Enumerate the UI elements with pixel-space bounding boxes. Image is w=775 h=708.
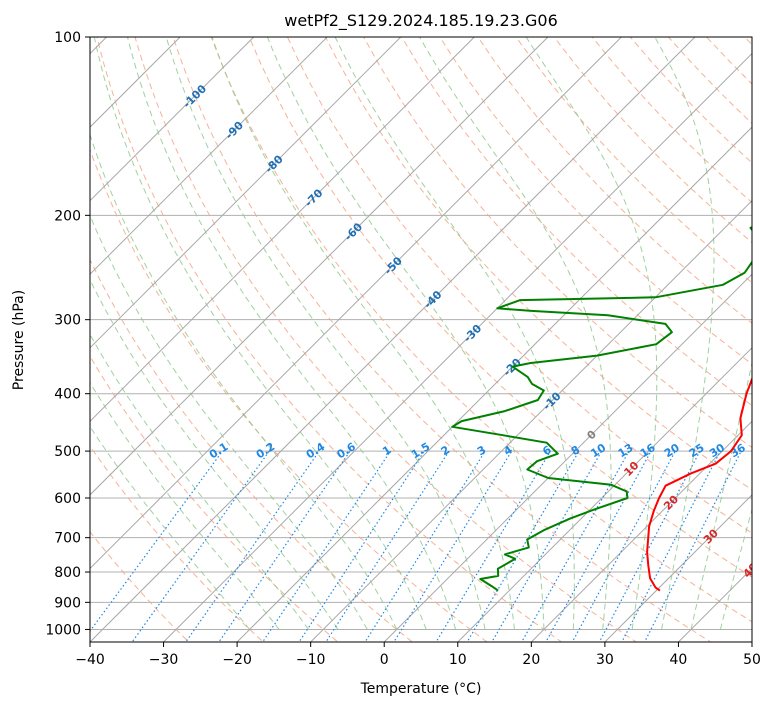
x-tick-label: 40 bbox=[670, 652, 688, 668]
y-tick-label: 600 bbox=[54, 491, 81, 507]
isotherm-label: 40 bbox=[741, 560, 761, 580]
x-tick-label: 10 bbox=[449, 652, 467, 668]
dry-adiabat bbox=[210, 37, 752, 623]
dry-adiabat bbox=[90, 258, 414, 642]
moist-adiabat bbox=[719, 507, 752, 630]
temperature-profile-line bbox=[646, 376, 752, 592]
x-tick-label: 20 bbox=[522, 652, 540, 668]
dry-adiabat bbox=[90, 445, 264, 642]
dry-adiabat bbox=[286, 37, 752, 534]
skewed-isotherm bbox=[90, 37, 622, 570]
dry-adiabat bbox=[325, 37, 752, 491]
moist-adiabat bbox=[90, 133, 398, 630]
moist-adiabat bbox=[266, 37, 545, 630]
moist-adiabat bbox=[525, 37, 658, 630]
skewed-isotherm bbox=[90, 37, 696, 642]
skewed-isotherm bbox=[457, 347, 752, 642]
mixing-ratio-line bbox=[491, 450, 603, 642]
moist-adiabat bbox=[211, 37, 515, 630]
skewed-isotherm bbox=[90, 37, 328, 275]
skewed-isotherm bbox=[163, 52, 752, 642]
moist-adiabat bbox=[690, 360, 752, 630]
moist-adiabat bbox=[90, 278, 339, 630]
mixing-ratio-line bbox=[643, 450, 742, 642]
x-tick-label: −20 bbox=[222, 652, 252, 668]
dry-adiabat bbox=[248, 37, 752, 578]
dewpoint-profile-line bbox=[451, 226, 752, 592]
series-lines bbox=[451, 226, 752, 592]
y-tick-label: 900 bbox=[54, 595, 81, 611]
skewed-isotherm bbox=[383, 273, 752, 642]
dry-adiabat bbox=[363, 37, 752, 449]
y-axis-title: Pressure (hPa) bbox=[11, 290, 27, 390]
y-tick-label: 100 bbox=[54, 30, 81, 46]
x-tick-label: 0 bbox=[380, 652, 389, 668]
y-tick-label: 800 bbox=[54, 565, 81, 581]
moist-adiabat bbox=[419, 37, 612, 630]
dry-adiabat bbox=[96, 37, 563, 642]
mixing-ratio-line bbox=[435, 450, 551, 642]
x-tick-label: −10 bbox=[296, 652, 326, 668]
mixing-ratio-line bbox=[325, 450, 450, 642]
skewed-isotherm bbox=[604, 494, 752, 642]
mixing-ratio-line bbox=[218, 450, 351, 642]
moist-adiabat bbox=[93, 37, 427, 630]
dry-adiabat bbox=[439, 37, 752, 365]
mixing-ratio-line bbox=[545, 450, 652, 642]
background-lines bbox=[90, 37, 752, 642]
mixing-ratio-line bbox=[261, 450, 392, 642]
moist-adiabat bbox=[334, 37, 575, 630]
plot-frame bbox=[89, 36, 753, 643]
moist-adiabat bbox=[127, 37, 457, 630]
mixing-ratio-line bbox=[185, 450, 320, 642]
mixing-ratio-line bbox=[571, 450, 676, 642]
x-tick-label: 30 bbox=[596, 652, 614, 668]
dry-adiabat bbox=[401, 37, 752, 407]
mixing-ratio-line bbox=[298, 450, 425, 642]
skewed-isotherm bbox=[236, 126, 752, 642]
dry-adiabat bbox=[172, 37, 712, 642]
x-axis-title: Temperature (°C) bbox=[360, 681, 482, 697]
dry-adiabat bbox=[90, 148, 488, 642]
skewed-isotherm bbox=[90, 37, 475, 423]
moist-adiabat bbox=[90, 425, 251, 630]
moist-adiabat bbox=[165, 37, 486, 630]
moist-adiabat bbox=[90, 214, 368, 630]
skewed-isotherm bbox=[530, 420, 752, 642]
y-axis: 100 200 300 400 500 600 700 800 900 1000 bbox=[45, 30, 90, 638]
dry-adiabat bbox=[90, 355, 339, 642]
chart-title: wetPf2_S129.2024.185.19.23.G06 bbox=[284, 11, 558, 31]
y-tick-label: 700 bbox=[54, 531, 81, 547]
skewed-isotherm bbox=[90, 37, 549, 496]
y-tick-label: 200 bbox=[54, 208, 81, 224]
skewed-isotherm bbox=[310, 199, 752, 642]
x-tick-label: 50 bbox=[743, 652, 761, 668]
skewed-isotherm bbox=[90, 37, 255, 202]
moist-adiabat bbox=[90, 381, 280, 630]
moist-adiabat bbox=[654, 37, 715, 630]
dry-adiabat bbox=[134, 37, 638, 642]
y-tick-label: 400 bbox=[54, 387, 81, 403]
x-tick-label: −30 bbox=[149, 652, 179, 668]
mixing-ratio-line bbox=[521, 450, 630, 642]
skewed-isotherm bbox=[90, 37, 402, 349]
x-tick-label: −40 bbox=[75, 652, 105, 668]
moist-adiabat bbox=[90, 333, 309, 630]
y-tick-label: 500 bbox=[54, 444, 81, 460]
plot-area bbox=[90, 37, 752, 642]
y-tick-label: 1000 bbox=[45, 622, 81, 638]
y-tick-label: 300 bbox=[54, 313, 81, 329]
dry-adiabat bbox=[477, 37, 752, 324]
x-axis: −40 −30 −20 −10 0 10 20 30 40 50 bbox=[75, 642, 761, 668]
mixing-ratio-line bbox=[131, 450, 270, 642]
